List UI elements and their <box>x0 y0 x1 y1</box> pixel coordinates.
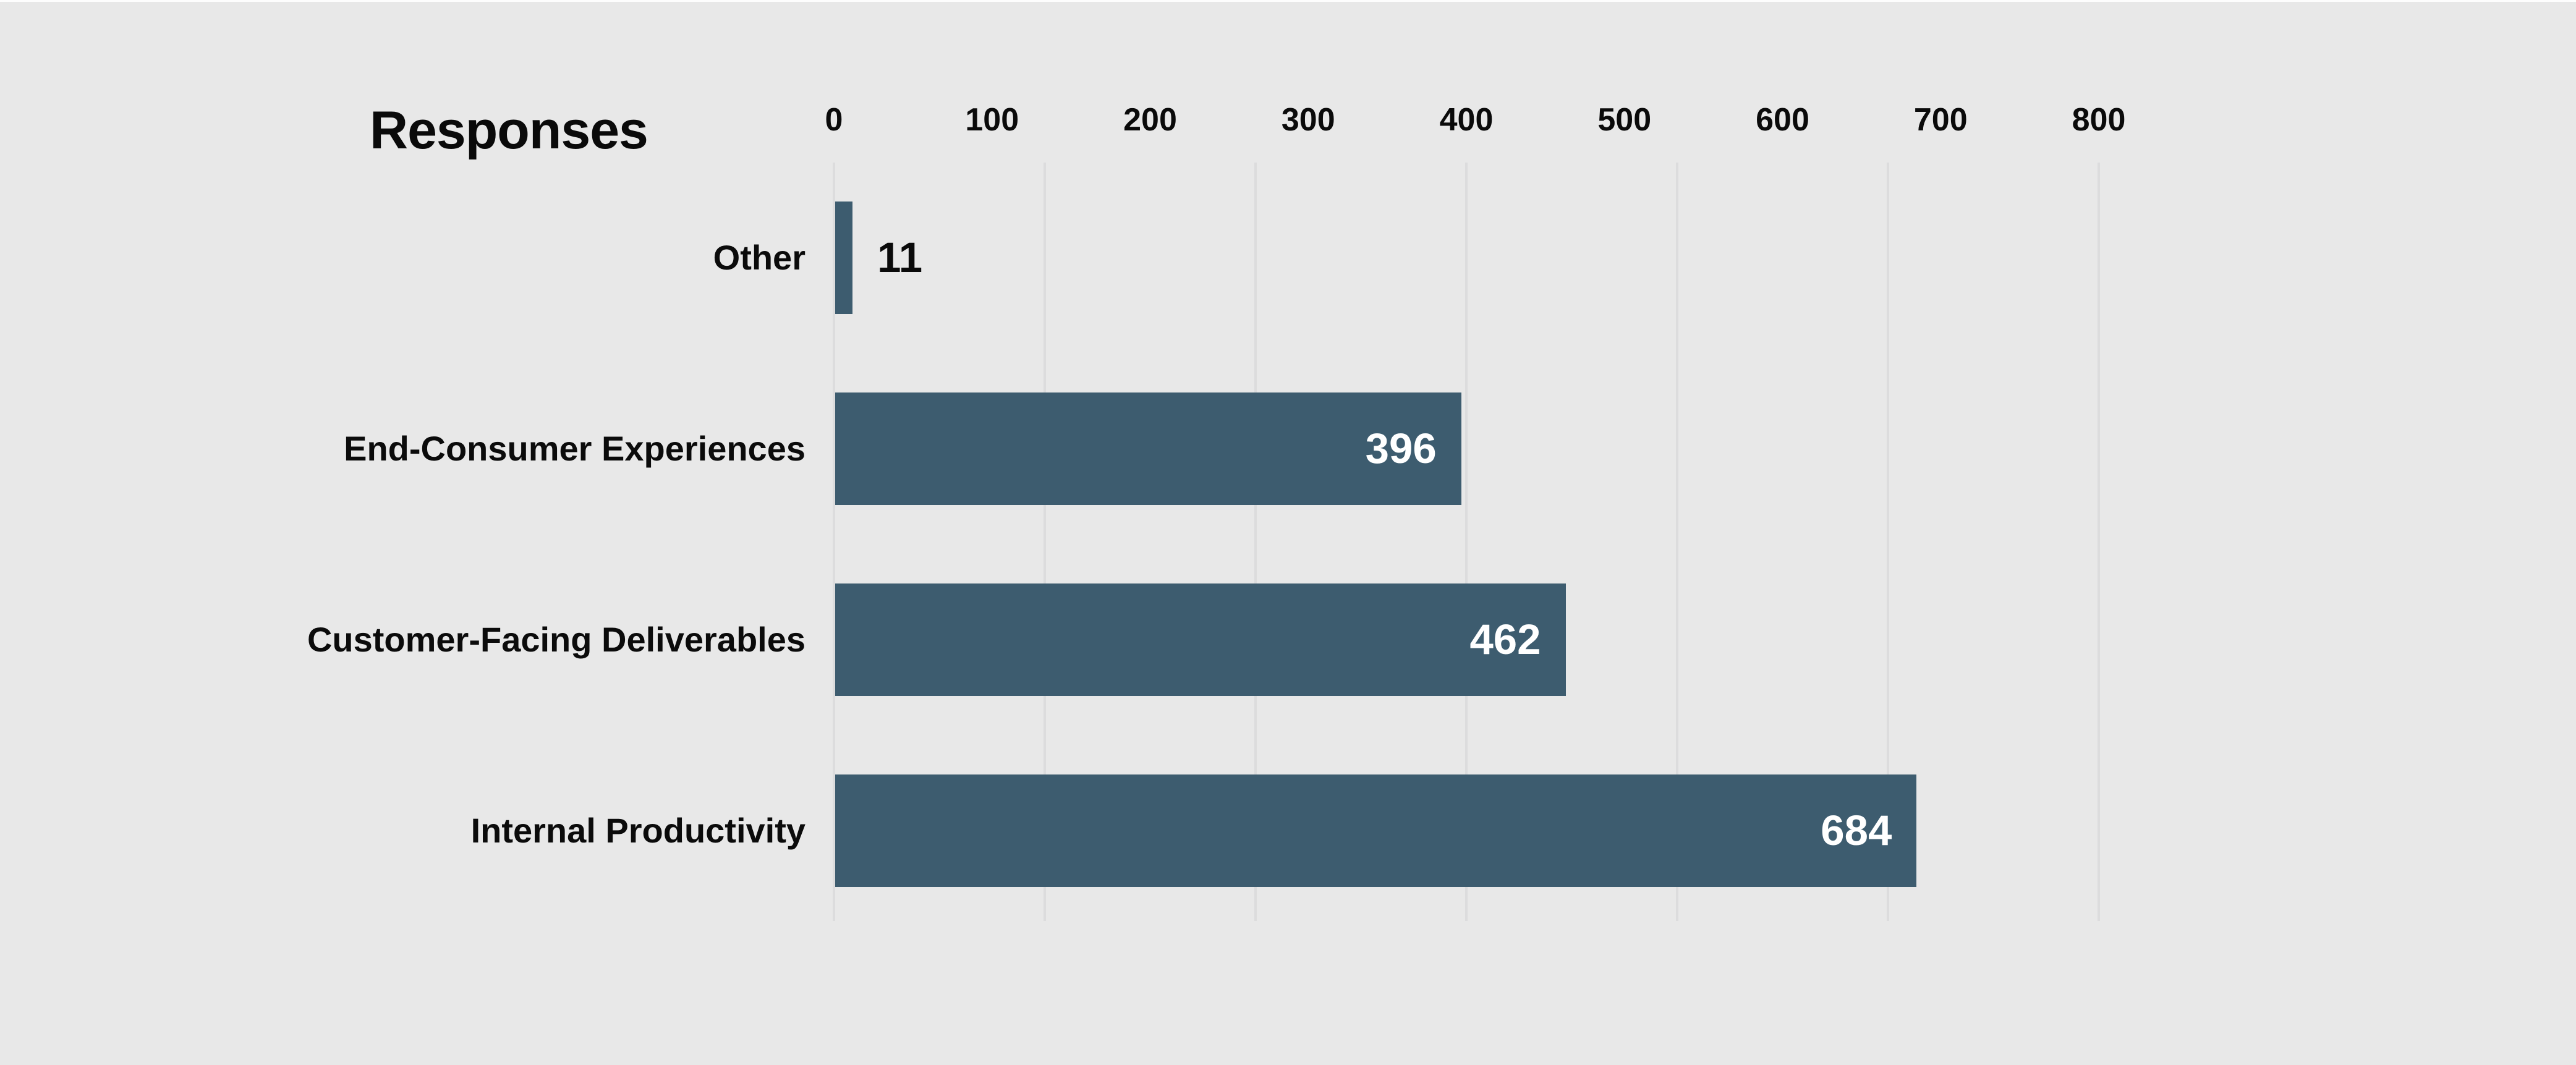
chart-title: Responses <box>370 101 648 160</box>
bar <box>835 392 1461 505</box>
x-tick-label: 500 <box>1597 102 1652 138</box>
bar <box>835 774 1917 887</box>
top-border-line <box>0 0 2576 2</box>
gridline <box>833 163 835 921</box>
x-tick-label: 700 <box>1913 102 1968 138</box>
x-tick-label: 400 <box>1439 102 1494 138</box>
x-tick-label: 600 <box>1756 102 1809 138</box>
category-label: Other <box>713 238 806 277</box>
x-tick-label: 300 <box>1281 102 1335 138</box>
x-tick-label: 100 <box>965 102 1019 138</box>
category-label: End-Consumer Experiences <box>344 429 806 468</box>
category-label: Customer-Facing Deliverables <box>307 620 806 659</box>
gridline <box>1887 163 1889 921</box>
gridline <box>1043 163 1046 921</box>
value-label: 396 <box>1365 425 1437 472</box>
gridline <box>2098 163 2100 921</box>
gridline <box>1675 163 1678 921</box>
x-tick-label: 800 <box>2072 102 2126 138</box>
bar <box>835 202 853 314</box>
gridline <box>1465 163 1468 921</box>
bar <box>835 583 1566 696</box>
category-label: Internal Productivity <box>470 811 806 850</box>
value-label: 11 <box>877 234 923 281</box>
value-label: 462 <box>1469 616 1541 663</box>
value-label: 684 <box>1821 807 1892 854</box>
x-tick-label: 200 <box>1123 102 1177 138</box>
x-tick-label: 0 <box>825 102 843 138</box>
gridline <box>1254 163 1257 921</box>
